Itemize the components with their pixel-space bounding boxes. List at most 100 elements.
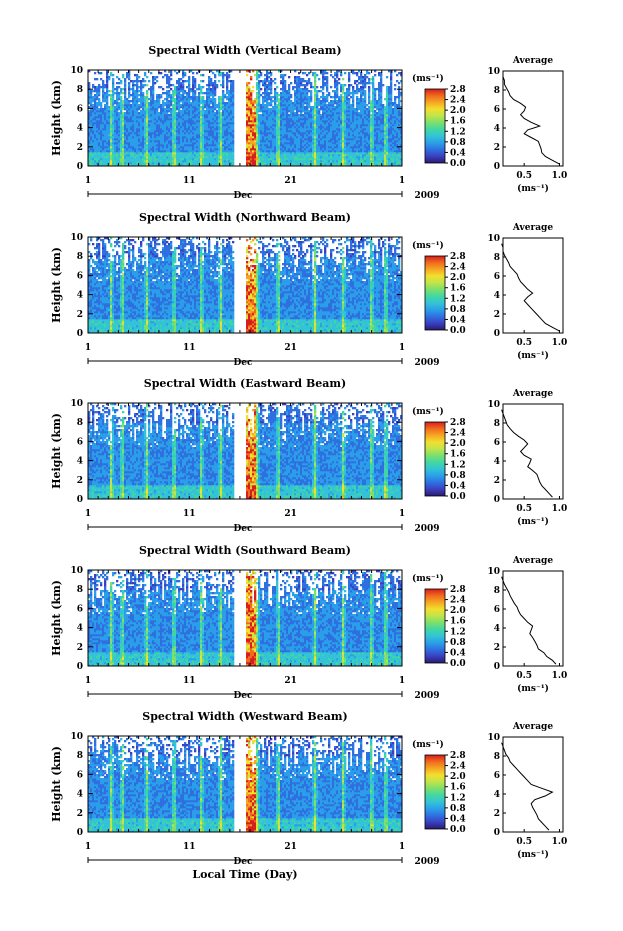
heatmap-cell xyxy=(280,106,283,109)
heatmap-cell xyxy=(210,140,213,143)
heatmap-cell xyxy=(248,90,251,93)
heatmap-cell xyxy=(296,148,299,151)
heatmap-cell xyxy=(120,124,123,127)
heatmap-cell xyxy=(246,148,249,151)
heatmap-cell xyxy=(118,102,121,105)
heatmap-cell xyxy=(284,130,287,133)
heatmap-cell xyxy=(208,122,211,125)
heatmap-cell xyxy=(112,120,115,123)
heatmap-cell xyxy=(152,132,155,135)
heatmap-cell xyxy=(310,154,313,157)
heatmap-cell xyxy=(340,122,343,125)
heatmap-cell xyxy=(268,124,271,127)
heatmap-cell xyxy=(224,126,227,129)
heatmap-cell xyxy=(194,132,197,135)
heatmap-cell xyxy=(98,114,101,117)
heatmap-cell xyxy=(232,112,235,115)
heatmap-cell xyxy=(112,96,115,99)
heatmap-cell xyxy=(128,134,131,137)
heatmap-cell xyxy=(230,98,233,101)
heatmap-cell xyxy=(258,86,261,89)
heatmap-cell xyxy=(302,104,305,107)
heatmap-cell xyxy=(170,162,173,165)
heatmap-cell xyxy=(196,156,199,159)
heatmap-cell xyxy=(218,96,221,99)
heatmap-cell xyxy=(338,126,341,129)
heatmap-cell xyxy=(146,148,149,151)
heatmap-cell xyxy=(250,94,253,97)
heatmap-cell xyxy=(208,142,211,145)
heatmap-cell xyxy=(212,154,215,157)
heatmap-cell xyxy=(108,140,111,143)
heatmap-cell xyxy=(344,148,347,151)
heatmap-cell xyxy=(226,148,229,151)
heatmap-cell xyxy=(224,102,227,105)
heatmap-cell xyxy=(274,130,277,133)
heatmap-cell xyxy=(114,118,117,121)
heatmap-cell xyxy=(290,132,293,135)
heatmap-cell xyxy=(166,90,169,93)
heatmap-cell xyxy=(258,148,261,151)
heatmap-cell xyxy=(222,82,225,85)
heatmap-cell xyxy=(90,122,93,125)
heatmap-cell xyxy=(308,78,311,81)
heatmap-cell xyxy=(138,142,141,145)
heatmap-cell xyxy=(150,120,153,123)
heatmap-cell xyxy=(202,114,205,117)
heatmap-cell xyxy=(342,78,345,81)
heatmap-cell xyxy=(152,84,155,87)
heatmap-cell xyxy=(192,94,195,97)
heatmap-cell xyxy=(88,116,91,119)
heatmap-cell xyxy=(310,118,313,121)
heatmap-cell xyxy=(320,130,323,133)
heatmap-cell xyxy=(108,76,111,79)
heatmap-cell xyxy=(246,122,249,125)
heatmap-cell xyxy=(142,144,145,147)
heatmap-cell xyxy=(88,110,91,113)
heatmap-cell xyxy=(328,136,331,139)
heatmap-cell xyxy=(272,108,275,111)
heatmap-cell xyxy=(272,158,275,161)
heatmap-cell xyxy=(152,158,155,161)
heatmap-cell xyxy=(298,164,301,167)
heatmap-cell xyxy=(320,104,323,107)
heatmap-cell xyxy=(142,118,145,121)
heatmap-cell xyxy=(228,110,231,113)
heatmap-cell xyxy=(292,106,295,109)
heatmap-cell xyxy=(154,106,157,109)
heatmap-cell xyxy=(336,162,339,165)
heatmap-cell xyxy=(346,108,349,111)
heatmap-cell xyxy=(300,100,303,103)
heatmap-cell xyxy=(162,164,165,167)
heatmap-cell xyxy=(144,106,147,109)
heatmap-cell xyxy=(130,138,133,141)
heatmap-cell xyxy=(284,164,287,167)
heatmap-cell xyxy=(98,130,101,133)
heatmap-cell xyxy=(104,114,107,117)
heatmap-cell xyxy=(156,138,159,141)
heatmap-cell xyxy=(286,116,289,119)
heatmap-cell xyxy=(192,142,195,145)
heatmap-cell xyxy=(142,140,145,143)
heatmap-cell xyxy=(250,108,253,111)
heatmap-cell xyxy=(196,164,199,167)
heatmap-cell xyxy=(270,100,273,103)
heatmap-cell xyxy=(222,102,225,105)
heatmap-cell xyxy=(286,156,289,159)
heatmap-cell xyxy=(248,70,251,73)
heatmap-cell xyxy=(216,158,219,161)
heatmap-cell xyxy=(92,156,95,159)
heatmap-cell xyxy=(132,140,135,143)
heatmap-cell xyxy=(174,132,177,135)
heatmap-cell xyxy=(306,82,309,85)
heatmap-cell xyxy=(312,160,315,163)
heatmap-cell xyxy=(320,160,323,163)
heatmap-cell xyxy=(142,116,145,119)
heatmap-cell xyxy=(88,100,91,103)
heatmap-cell xyxy=(154,136,157,139)
heatmap-cell xyxy=(204,162,207,165)
heatmap-cell xyxy=(132,136,135,139)
heatmap-cell xyxy=(258,156,261,159)
heatmap-cell xyxy=(334,130,337,133)
heatmap-cell xyxy=(100,160,103,163)
